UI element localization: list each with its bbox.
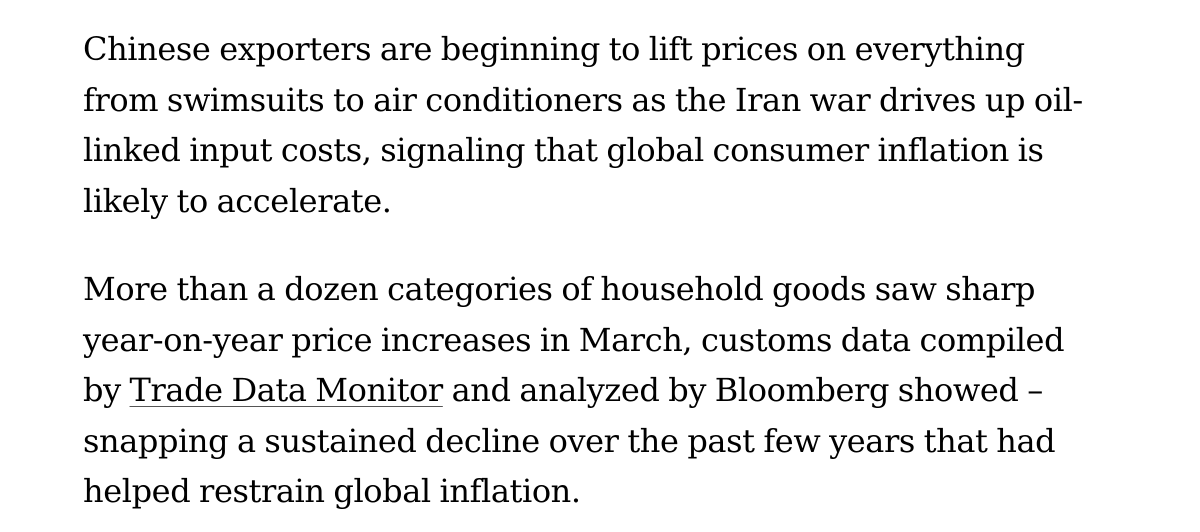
article-body: Chinese exporters are beginning to lift … [83, 24, 1093, 517]
trade-data-monitor-link[interactable]: Trade Data Monitor [129, 371, 444, 409]
article-paragraph-1: Chinese exporters are beginning to lift … [83, 30, 1083, 220]
article-paragraph-2: More than a dozen categories of househol… [83, 264, 1093, 517]
paragraph-2-text-before-link: More than a dozen categories of househol… [83, 270, 1065, 409]
paragraph-2-text-after-link: and analyzed by Bloomberg showed – snapp… [83, 371, 1056, 510]
